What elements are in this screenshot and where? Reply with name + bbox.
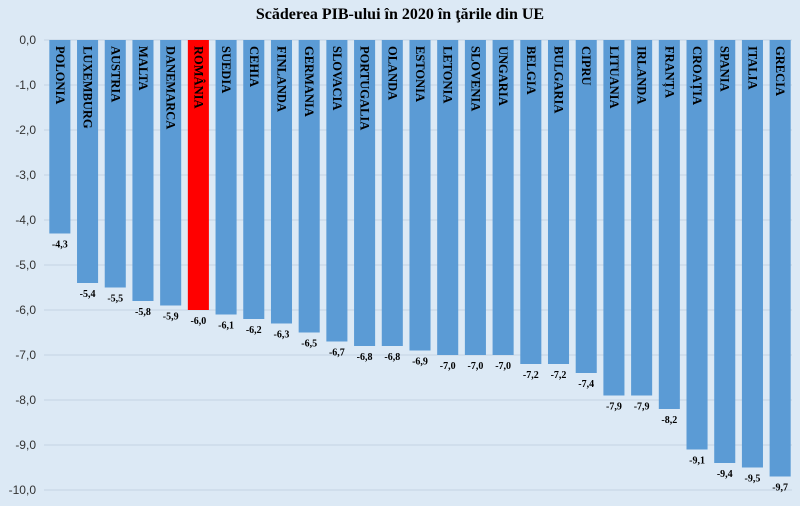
value-label: -6,8 (357, 352, 373, 363)
value-label: -6,9 (412, 357, 428, 368)
category-label: FRANȚA (661, 46, 676, 98)
value-label: -7,2 (551, 370, 567, 381)
value-label: -5,4 (80, 289, 96, 300)
value-label: -6,3 (274, 330, 290, 341)
bar (686, 40, 708, 450)
y-tick-label: -10,0 (9, 483, 37, 497)
category-label: SPANIA (718, 46, 732, 92)
y-tick-label: 0,0 (19, 33, 36, 47)
category-label: ESTONIA (413, 46, 427, 102)
bar (492, 40, 514, 355)
value-label: -7,9 (606, 402, 622, 413)
bar (658, 40, 680, 409)
y-tick-label: -8,0 (15, 393, 36, 407)
category-label: OLANDA (385, 46, 399, 100)
bar (464, 40, 486, 355)
bar (132, 40, 154, 301)
value-label: -9,1 (689, 456, 705, 467)
value-label: -9,7 (772, 483, 788, 494)
value-label: -5,8 (135, 307, 151, 318)
value-label: -9,4 (717, 469, 733, 480)
y-tick-label: -9,0 (15, 438, 36, 452)
bar (741, 40, 763, 468)
value-label: -4,3 (52, 240, 68, 251)
category-label: SLOVENIA (468, 46, 482, 111)
category-label: ROMÂNIA (191, 46, 205, 108)
bar (547, 40, 570, 364)
value-label: -7,0 (440, 361, 456, 372)
category-label: BULGARIA (552, 46, 566, 113)
y-tick-label: -6,0 (15, 303, 36, 317)
category-label: AUSTRIA (108, 46, 122, 102)
value-label: -7,2 (523, 370, 539, 381)
bar (769, 40, 791, 477)
category-label: UNGARIA (496, 46, 510, 106)
bar (187, 40, 209, 310)
y-tick-label: -2,0 (15, 123, 36, 137)
bar (714, 40, 736, 463)
category-label: IRLANDA (635, 46, 649, 104)
bar (270, 40, 293, 324)
value-label: -7,9 (634, 402, 650, 413)
value-label: -7,0 (495, 361, 511, 372)
value-label: -6,2 (246, 325, 262, 336)
bar (631, 40, 653, 396)
category-label: CIPRU (579, 46, 593, 86)
y-tick-label: -5,0 (15, 258, 36, 272)
category-label: CROAȚIA (689, 46, 704, 105)
category-label: PORTUGALIA (358, 46, 372, 130)
category-label: SLOVACIA (330, 46, 344, 110)
bar (381, 40, 403, 346)
value-label: -8,2 (661, 415, 677, 426)
category-label: CEHIA (247, 46, 261, 87)
value-label: -6,8 (384, 352, 400, 363)
value-label: -6,5 (301, 339, 317, 350)
bar (520, 40, 542, 364)
value-label: -6,0 (190, 316, 206, 327)
bars (49, 40, 791, 477)
category-label: DANEMARCA (164, 46, 178, 129)
bar (409, 40, 431, 351)
bar (160, 40, 182, 306)
bar (215, 40, 237, 315)
y-tick-label: -1,0 (15, 78, 36, 92)
y-tick-label: -7,0 (15, 348, 36, 362)
value-label: -6,1 (218, 321, 234, 332)
y-tick-label: -3,0 (15, 168, 36, 182)
value-label: -9,5 (745, 474, 761, 485)
bar (354, 40, 376, 346)
bar (437, 40, 459, 355)
value-labels: -4,3 -5,4 -5,5 -5,8 -5,9 -6,0 -6,1 -6,2 -6,3 -6,5… (52, 240, 788, 494)
value-label: -5,5 (107, 294, 123, 305)
chart-title: Scăderea PIB-ului în 2020 în ţările din … (255, 6, 545, 23)
bar (326, 40, 348, 342)
category-label: MALTA (136, 46, 150, 90)
category-label: ITALIA (745, 46, 759, 90)
category-label: BELGIA (524, 46, 538, 95)
category-label: GERMANIA (302, 46, 316, 117)
bar (77, 40, 99, 283)
category-label: FINLANDA (274, 46, 288, 112)
category-labels: POLONIA LUXEMBURG AUSTRIA MALTA DANEMARCA ROM… (53, 46, 787, 130)
category-label: LETONIA (441, 46, 455, 103)
value-label: -7,4 (578, 379, 594, 390)
category-label: POLONIA (53, 46, 67, 104)
category-label: LITUANIA (607, 46, 621, 109)
y-tick-label: -4,0 (15, 213, 36, 227)
category-label: LUXEMBURG (81, 46, 95, 129)
value-label: -6,7 (329, 348, 345, 359)
value-label: -7,0 (467, 361, 483, 372)
y-axis-ticks: 0,0 -1,0 -2,0 -3,0 -4,0 -5,0 -6,0 -7,0 -8,0 -9,0 -… (9, 33, 37, 497)
bar (104, 40, 126, 288)
bar (575, 40, 597, 373)
category-label: GRECIA (773, 46, 787, 96)
category-label: SUEDIA (219, 46, 233, 93)
bar (603, 40, 625, 396)
bar (49, 40, 71, 234)
value-label: -5,9 (163, 312, 179, 323)
bar (298, 40, 320, 333)
bar (243, 40, 265, 319)
